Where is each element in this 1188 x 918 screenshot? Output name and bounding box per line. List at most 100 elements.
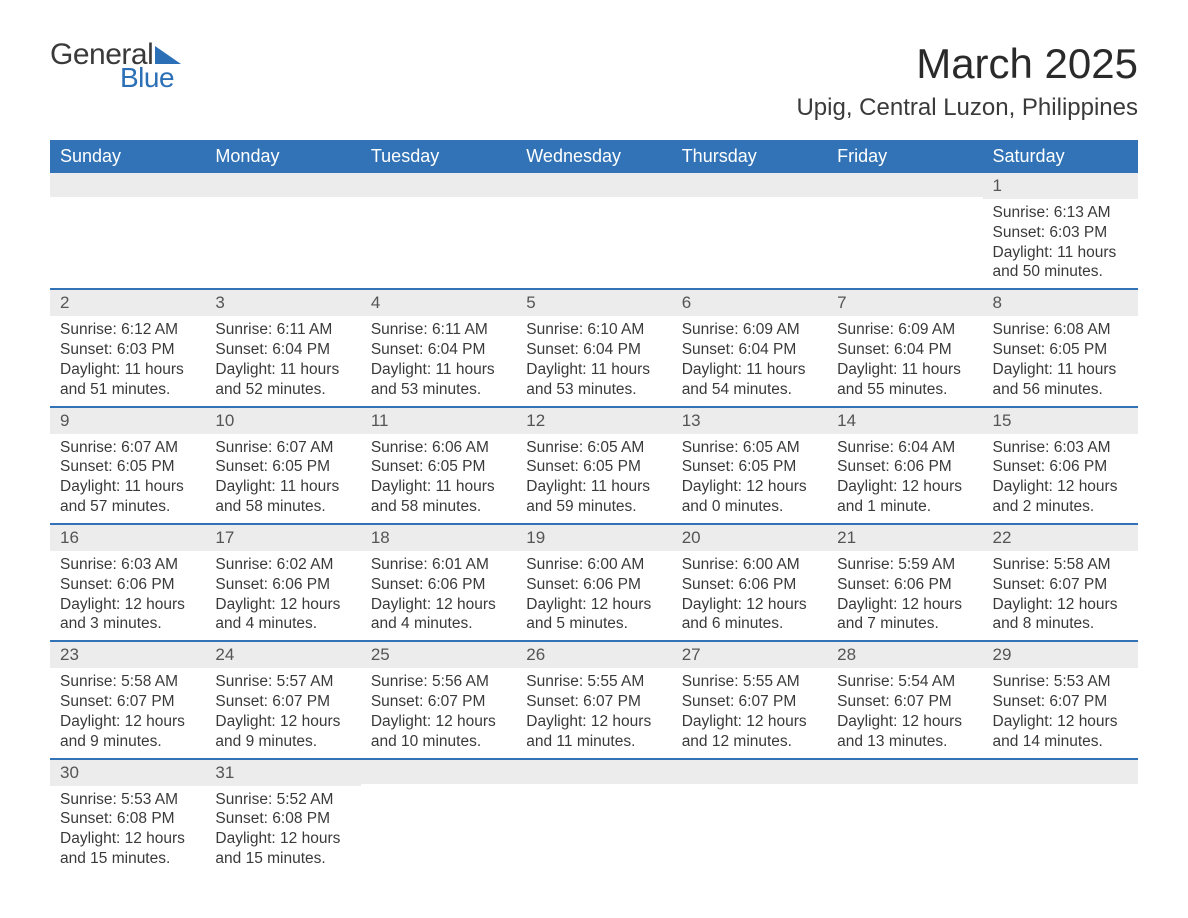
calendar-week-row: 16Sunrise: 6:03 AMSunset: 6:06 PMDayligh… (50, 524, 1138, 641)
day-details: Sunrise: 6:02 AMSunset: 6:06 PMDaylight:… (205, 551, 360, 640)
calendar-week-row: 9 Sunrise: 6:07 AM Sunset: 6:05 PM Daylight… (50, 407, 1138, 524)
day-number (827, 760, 982, 784)
calendar-day-cell: 31Sunrise: 5:52 AMSunset: 6:08 PMDayligh… (205, 759, 360, 875)
day-details: Sunrise: 5:58 AMSunset: 6:07 PMDaylight:… (983, 551, 1138, 640)
day-number: 31 (205, 760, 360, 786)
day-details: Sunrise: 6:08 AMSunset: 6:05 PMDaylight:… (983, 316, 1138, 405)
day-number (672, 173, 827, 197)
sunset-text: Sunset: 6:05 PM (526, 457, 661, 477)
day-number: 17 (205, 525, 360, 551)
day-details: Sunrise: 6:00 AMSunset: 6:06 PMDaylight:… (516, 551, 671, 640)
calendar-day-cell: 19Sunrise: 6:00 AMSunset: 6:06 PMDayligh… (516, 524, 671, 641)
day-number: 9 (50, 408, 205, 434)
calendar-day-cell: 2Sunrise: 6:12 AMSunset: 6:03 PMDaylight… (50, 289, 205, 406)
sunset-text: Sunset: 6:07 PM (526, 692, 661, 712)
sunset-text: Sunset: 6:07 PM (682, 692, 817, 712)
sunset-text: Sunset: 6:05 PM (215, 457, 350, 477)
daylight-text: Daylight: 12 hours and 15 minutes. (60, 829, 195, 869)
calendar-day-cell: 22Sunrise: 5:58 AMSunset: 6:07 PMDayligh… (983, 524, 1138, 641)
day-number: 8 (983, 290, 1138, 316)
sunset-text: Sunset: 6:04 PM (682, 340, 817, 360)
calendar-day-cell: 28Sunrise: 5:54 AMSunset: 6:07 PMDayligh… (827, 641, 982, 758)
sunset-text: Sunset: 6:07 PM (993, 692, 1128, 712)
sunset-text: Sunset: 6:03 PM (993, 223, 1128, 243)
daylight-text: Daylight: 12 hours and 8 minutes. (993, 595, 1128, 635)
day-details: Sunrise: 5:53 AMSunset: 6:07 PMDaylight:… (983, 668, 1138, 757)
calendar-day-cell: 14Sunrise: 6:04 AMSunset: 6:06 PMDayligh… (827, 407, 982, 524)
day-header: Monday (205, 140, 360, 173)
day-details (361, 784, 516, 804)
calendar-day-cell (827, 759, 982, 875)
sunset-text: Sunset: 6:04 PM (215, 340, 350, 360)
sunrise-text: Sunrise: 6:00 AM (682, 555, 817, 575)
calendar-day-cell: 6Sunrise: 6:09 AMSunset: 6:04 PMDaylight… (672, 289, 827, 406)
day-number: 30 (50, 760, 205, 786)
day-details: Sunrise: 6:05 AMSunset: 6:05 PMDaylight:… (516, 434, 671, 523)
calendar-day-cell: 27 Sunrise: 5:55 AMSunset: 6:07 PMDayligh… (672, 641, 827, 758)
day-details: Sunrise: 5:55 AMSunset: 6:07 PMDaylight:… (516, 668, 671, 757)
day-details: Sunrise: 6:11 AMSunset: 6:04 PMDaylight:… (361, 316, 516, 405)
day-number: 13 (672, 408, 827, 434)
calendar-day-cell (361, 173, 516, 289)
calendar-day-cell: 9Sunrise: 6:07 AMSunset: 6:05 PMDaylight… (50, 407, 205, 524)
daylight-text: Daylight: 11 hours and 57 minutes. (60, 477, 195, 517)
day-details: Sunrise: 6:03 AMSunset: 6:06 PMDaylight:… (50, 551, 205, 640)
sunset-text: Sunset: 6:06 PM (682, 575, 817, 595)
daylight-text: Daylight: 11 hours and 51 minutes. (60, 360, 195, 400)
calendar-day-cell (50, 173, 205, 289)
day-header: Saturday (983, 140, 1138, 173)
sunset-text: Sunset: 6:08 PM (215, 809, 350, 829)
day-details: Sunrise: 6:12 AMSunset: 6:03 PMDaylight:… (50, 316, 205, 405)
sunrise-text: Sunrise: 5:52 AM (215, 790, 350, 810)
sunrise-text: Sunrise: 6:03 AM (60, 555, 195, 575)
title-block: March 2025 Upig, Central Luzon, Philippi… (796, 40, 1138, 122)
day-number: 22 (983, 525, 1138, 551)
sunset-text: Sunset: 6:05 PM (993, 340, 1128, 360)
calendar-day-cell (672, 759, 827, 875)
page-header: General Blue March 2025 Upig, Central Lu… (50, 40, 1138, 122)
calendar-day-cell (516, 173, 671, 289)
sunrise-text: Sunrise: 5:59 AM (837, 555, 972, 575)
day-number (827, 173, 982, 197)
sunrise-text: Sunrise: 6:07 AM (60, 438, 195, 458)
sunrise-text: Sunrise: 5:55 AM (682, 672, 817, 692)
day-details: Sunrise: 6:01 AMSunset: 6:06 PMDaylight:… (361, 551, 516, 640)
day-number: 3 (205, 290, 360, 316)
day-number: 28 (827, 642, 982, 668)
daylight-text: Daylight: 11 hours and 52 minutes. (215, 360, 350, 400)
daylight-text: Daylight: 11 hours and 54 minutes. (682, 360, 817, 400)
day-details: Sunrise: 6:04 AMSunset: 6:06 PMDaylight:… (827, 434, 982, 523)
day-number (205, 173, 360, 197)
sunrise-text: Sunrise: 6:08 AM (993, 320, 1128, 340)
day-number: 27 (672, 642, 827, 668)
day-number: 26 (516, 642, 671, 668)
day-details (516, 784, 671, 804)
sunrise-text: Sunrise: 6:12 AM (60, 320, 195, 340)
day-details: Sunrise: 5:58 AMSunset: 6:07 PMDaylight:… (50, 668, 205, 757)
day-number: 10 (205, 408, 360, 434)
calendar-day-cell: 1Sunrise: 6:13 AMSunset: 6:03 PMDaylight… (983, 173, 1138, 289)
sunset-text: Sunset: 6:06 PM (526, 575, 661, 595)
calendar-day-cell: 3Sunrise: 6:11 AMSunset: 6:04 PMDaylight… (205, 289, 360, 406)
daylight-text: Daylight: 12 hours and 12 minutes. (682, 712, 817, 752)
day-number: 1 (983, 173, 1138, 199)
day-details: Sunrise: 6:09 AMSunset: 6:04 PMDaylight:… (827, 316, 982, 405)
sunrise-text: Sunrise: 6:09 AM (682, 320, 817, 340)
sunrise-text: Sunrise: 6:00 AM (526, 555, 661, 575)
sunrise-text: Sunrise: 6:03 AM (993, 438, 1128, 458)
daylight-text: Daylight: 12 hours and 3 minutes. (60, 595, 195, 635)
day-details: Sunrise: 5:54 AMSunset: 6:07 PMDaylight:… (827, 668, 982, 757)
day-details (672, 197, 827, 217)
calendar-day-cell (983, 759, 1138, 875)
day-number: 21 (827, 525, 982, 551)
day-header: Wednesday (516, 140, 671, 173)
location-subtitle: Upig, Central Luzon, Philippines (796, 94, 1138, 122)
daylight-text: Daylight: 12 hours and 4 minutes. (215, 595, 350, 635)
daylight-text: Daylight: 12 hours and 9 minutes. (215, 712, 350, 752)
daylight-text: Daylight: 12 hours and 9 minutes. (60, 712, 195, 752)
calendar-week-row: 23Sunrise: 5:58 AMSunset: 6:07 PMDayligh… (50, 641, 1138, 758)
sunrise-text: Sunrise: 5:58 AM (60, 672, 195, 692)
sunset-text: Sunset: 6:04 PM (837, 340, 972, 360)
sunset-text: Sunset: 6:07 PM (215, 692, 350, 712)
calendar-day-cell: 12Sunrise: 6:05 AMSunset: 6:05 PMDayligh… (516, 407, 671, 524)
